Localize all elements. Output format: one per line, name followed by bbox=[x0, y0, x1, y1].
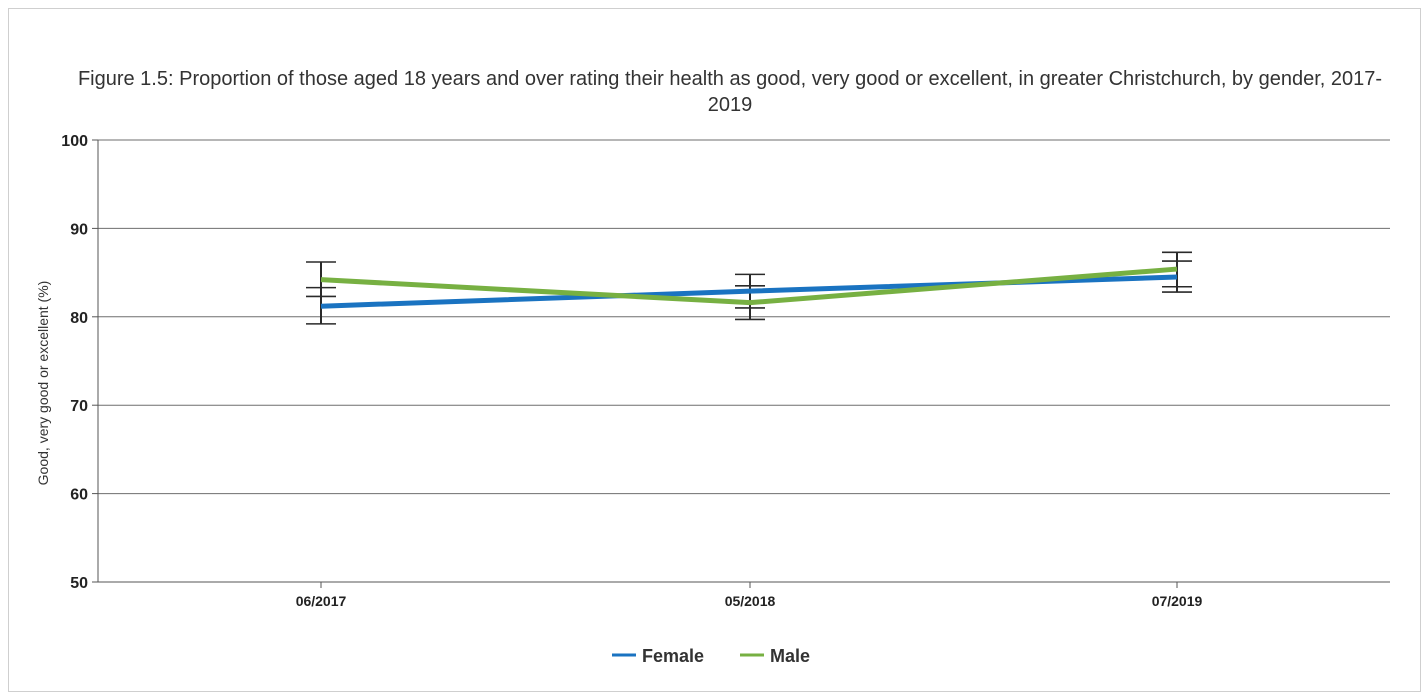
legend-label-male: Male bbox=[770, 646, 810, 666]
y-tick-label: 50 bbox=[70, 575, 88, 592]
x-tick-label: 05/2018 bbox=[725, 593, 776, 609]
x-tick-label: 07/2019 bbox=[1152, 593, 1203, 609]
x-tick-label: 06/2017 bbox=[296, 593, 347, 609]
legend-item-female[interactable]: Female bbox=[612, 646, 704, 666]
y-tick-label: 90 bbox=[70, 221, 88, 238]
y-tick-label: 100 bbox=[61, 133, 88, 150]
y-axis-label: Good, very good or excellent (%) bbox=[35, 281, 51, 486]
legend-item-male[interactable]: Male bbox=[740, 646, 810, 666]
y-tick-label: 60 bbox=[70, 487, 88, 504]
y-tick-label: 70 bbox=[70, 398, 88, 415]
legend-label-female: Female bbox=[642, 646, 704, 666]
axes: 50 60 70 80 90 100 Good, very good or excellen… bbox=[35, 133, 1203, 609]
gridlines bbox=[98, 140, 1390, 582]
y-tick-label: 80 bbox=[70, 310, 88, 327]
legend[interactable]: Female Male bbox=[612, 646, 810, 666]
